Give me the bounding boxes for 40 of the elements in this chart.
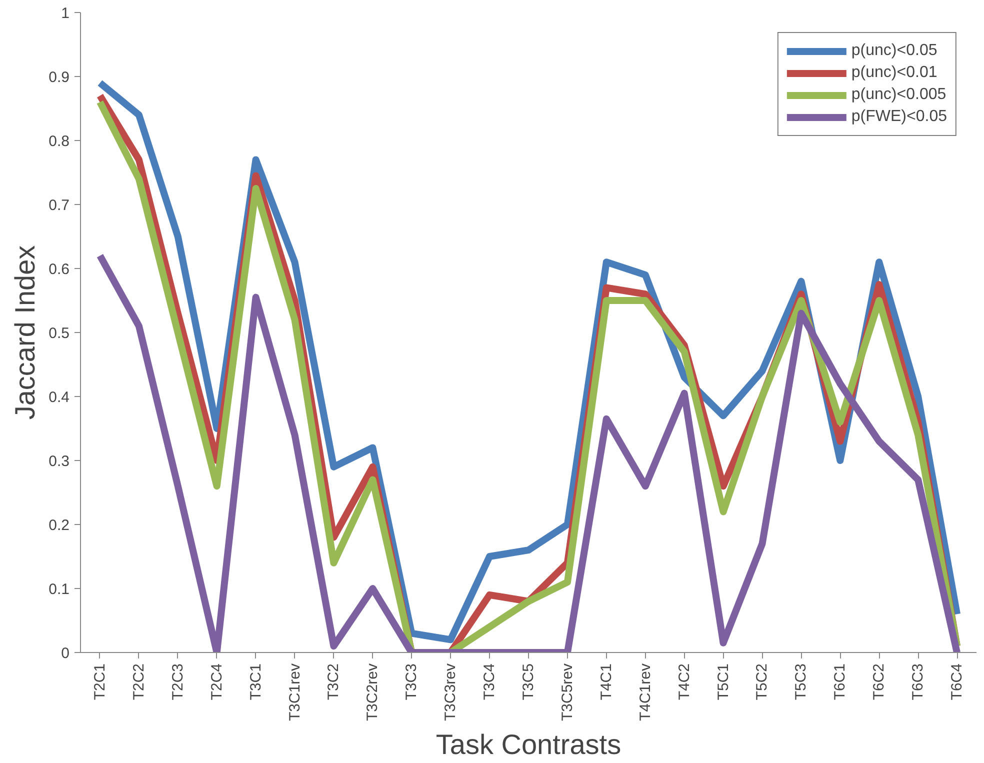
x-tick-label: T3C2 (325, 663, 342, 700)
x-tick-label: T5C1 (714, 663, 732, 700)
y-tick-label: 0.2 (48, 517, 70, 534)
x-tick-label: T2C3 (169, 663, 186, 700)
x-tick-label: T5C3 (792, 663, 810, 700)
x-axis-title: Task Contrasts (436, 729, 622, 760)
y-tick-label: 0.8 (48, 133, 70, 150)
y-axis-title: Jaccard Index (10, 245, 41, 420)
legend-label: p(FWE)<0.05 (851, 108, 947, 126)
x-tick-label: T6C3 (910, 663, 927, 700)
x-tick-label: T3C3 (403, 663, 420, 700)
legend-label: p(unc)<0.01 (851, 64, 938, 82)
x-tick-label: T3C2rev (364, 663, 382, 722)
x-tick-label: T3C1rev (286, 663, 304, 722)
x-tick-label: T6C1 (832, 663, 849, 700)
y-tick-label: 0.1 (48, 581, 70, 598)
x-tick-label: T3C3rev (442, 663, 460, 722)
y-tick-label: 0.9 (48, 69, 70, 86)
x-tick-label: T6C2 (870, 663, 888, 700)
x-tick-label: T2C4 (208, 663, 226, 700)
y-tick-label: 0.5 (48, 325, 70, 342)
x-tick-label: T6C4 (948, 663, 966, 700)
x-tick-label: T4C1 (598, 663, 615, 700)
x-tick-label: T3C1 (247, 663, 264, 700)
x-tick-label: T5C2 (754, 663, 771, 700)
y-tick-label: 0.4 (48, 389, 70, 406)
x-tick-label: T3C4 (481, 663, 498, 700)
y-tick-label: 0.6 (48, 261, 70, 278)
x-tick-label: T4C2 (676, 663, 693, 700)
y-tick-label: 0.7 (48, 197, 70, 214)
legend-label: p(unc)<0.05 (851, 42, 938, 60)
y-tick-label: 1 (61, 5, 70, 22)
x-tick-label: T2C2 (130, 663, 148, 700)
legend-label: p(unc)<0.005 (851, 86, 946, 104)
y-tick-label: 0.3 (48, 453, 70, 470)
y-tick-label: 0 (61, 645, 70, 662)
x-tick-label: T4C1rev (636, 663, 654, 722)
x-tick-label: T3C5 (520, 663, 537, 700)
x-tick-label: T2C1 (91, 663, 108, 700)
x-tick-label: T3C5rev (558, 663, 576, 722)
